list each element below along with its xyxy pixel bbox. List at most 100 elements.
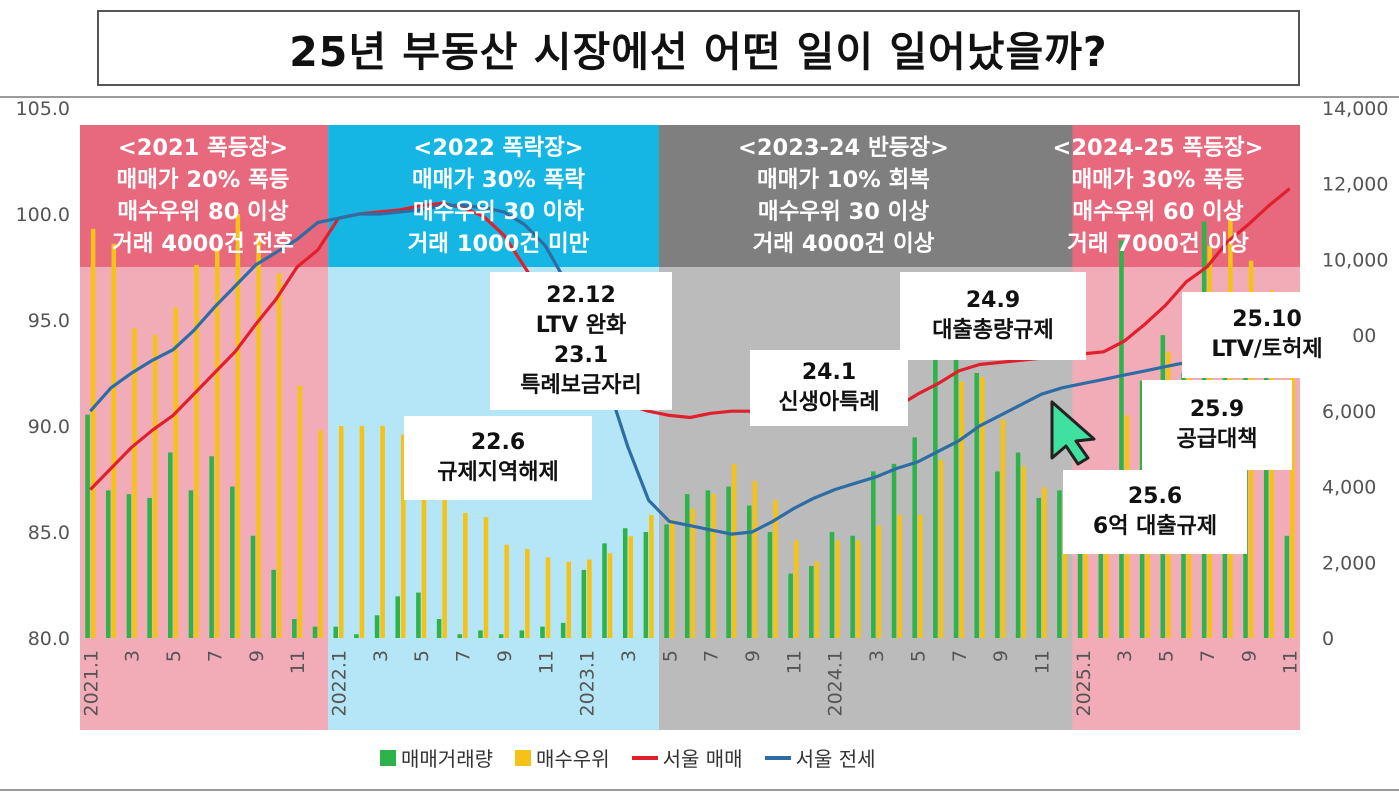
volume-bar — [333, 626, 338, 638]
legend-swatch-trade-volume — [380, 749, 396, 766]
period-2022-line-3: 거래 1000건 미만 — [407, 231, 590, 257]
buyer-index-bar — [773, 500, 778, 638]
period-2021-line-1: 매매가 20% 폭등 — [116, 167, 290, 193]
buyer-index-bar — [917, 515, 923, 638]
volume-bar — [1015, 452, 1021, 638]
callout-25-9-text: 공급대책 — [1176, 427, 1258, 452]
volume-bar — [105, 490, 111, 638]
volume-bar — [147, 497, 152, 638]
x-axis-tick: 5 — [907, 650, 929, 662]
x-axis-tick: 3 — [1114, 650, 1136, 662]
right-axis-tick: 12,000 — [1322, 174, 1388, 196]
x-axis-tick: 7 — [949, 650, 971, 662]
volume-bar — [746, 505, 752, 638]
volume-bar — [995, 471, 1000, 638]
buyer-index-bar — [525, 548, 530, 638]
buyer-index-bar — [256, 237, 261, 638]
x-axis-tick: 9 — [990, 650, 1012, 662]
callout-25-9: 25.9 공급대책 — [1142, 380, 1292, 470]
title-box: 25년 부동산 시장에선 어떤 일이 일어났을까? — [97, 10, 1300, 86]
volume-bar — [478, 630, 483, 638]
x-axis-tick: 5 — [163, 650, 185, 662]
x-axis-tick: 2023.1 — [577, 650, 599, 716]
buyer-index-bar — [504, 544, 509, 638]
buyer-index-bar — [752, 481, 758, 638]
volume-bar — [809, 566, 814, 638]
x-axis-tick: 11 — [1032, 650, 1054, 674]
x-axis-tick: 9 — [246, 650, 268, 662]
cursor-arrow-icon — [1050, 400, 1096, 466]
x-axis-tick: 11 — [783, 650, 805, 674]
period-2021-line-2: 매수우위 80 이상 — [117, 199, 289, 225]
volume-bar — [1098, 475, 1104, 638]
left-axis-tick: 100.0 — [16, 204, 70, 226]
volume-bar — [498, 634, 504, 638]
callout-23-1-date: 23.1 — [553, 343, 609, 368]
callout-25-10-text: LTV/토허제 — [1211, 337, 1323, 362]
volume-bar — [271, 569, 276, 638]
x-axis-tick: 3 — [866, 650, 888, 662]
buyer-index-bar — [1000, 419, 1006, 638]
buyer-index-bar — [359, 426, 365, 638]
buyer-index-bar — [194, 264, 199, 638]
volume-bar — [416, 592, 421, 638]
left-axis-tick: 80.0 — [28, 628, 70, 650]
period-2025-line-3: 거래 7000건 이상 — [1067, 231, 1249, 257]
period-2022-title: <2022 폭락장> — [413, 135, 584, 161]
buyer-index-bar — [235, 214, 241, 638]
buyer-index-bar — [835, 540, 840, 638]
buyer-index-bar — [876, 525, 882, 638]
buyer-index-bar — [152, 334, 158, 638]
period-header-2024-25: <2024-25 폭등장> 매매가 30% 폭등 매수우위 60 이상 거래 7… — [1016, 125, 1300, 267]
period-header-band — [1072, 125, 1300, 267]
buyer-index-bar — [111, 243, 117, 638]
volume-bar — [602, 543, 607, 638]
volume-bar — [1263, 316, 1269, 638]
buyer-index-bar — [1290, 315, 1295, 638]
legend-swatch-seoul-jeonse — [764, 755, 791, 760]
callout-22-6-text: 규제지역해제 — [437, 460, 559, 485]
volume-bar — [209, 456, 214, 638]
volume-bar — [519, 630, 525, 638]
legend-item-seoul-sale: 서울 매매 — [631, 743, 743, 772]
volume-bar — [1057, 490, 1062, 638]
period-2022-line-2: 매수우위 30 이하 — [412, 199, 585, 225]
period-header-band — [658, 125, 1073, 267]
callout-22-12-text: LTV 완화 — [535, 313, 627, 338]
callout-22-12-date: 22.12 — [546, 283, 616, 308]
legend-label-trade-volume: 매매거래량 — [401, 747, 493, 771]
right-axis-tick: 2,000 — [1322, 552, 1376, 574]
period-header-band — [328, 125, 659, 267]
x-axis-tick: 3 — [618, 650, 640, 662]
volume-bar — [354, 634, 359, 638]
legend-swatch-buyer-index — [515, 749, 531, 766]
volume-bar — [374, 615, 380, 638]
x-axis-tick: 11 — [287, 650, 309, 674]
buyer-index-bar — [566, 561, 571, 638]
callout-25-6-date: 25.6 — [1127, 484, 1183, 509]
volume-bar — [891, 463, 897, 638]
period-2025-line-2: 매수우위 60 이상 — [1072, 199, 1244, 225]
volume-bar — [664, 524, 669, 638]
volume-bar — [705, 490, 711, 638]
legend-label-seoul-jeonse: 서울 전세 — [795, 747, 876, 771]
buyer-index-bar — [297, 385, 303, 638]
right-axis-tick: 4,000 — [1322, 477, 1376, 499]
buyer-index-bar — [90, 228, 96, 638]
x-axis-tick: 9 — [1238, 650, 1260, 662]
callout-24-9-date: 24.9 — [965, 288, 1021, 313]
buyer-index-bar — [649, 515, 654, 638]
x-axis-tick: 5 — [1156, 650, 1178, 662]
buyer-index-bar — [483, 517, 489, 638]
callout-24-9-text: 대출총량규제 — [932, 318, 1054, 343]
volume-bar — [436, 619, 442, 638]
x-axis-tick: 9 — [742, 650, 764, 662]
volume-bar — [312, 626, 318, 638]
volume-bar — [912, 437, 917, 638]
period-2023-line-1: 매매가 10% 회복 — [756, 167, 931, 193]
legend-label-buyer-index: 매수우위 — [536, 747, 610, 771]
buyer-index-bar — [276, 273, 282, 638]
buyer-index-bar — [318, 430, 323, 638]
buyer-index-bar — [1021, 466, 1026, 638]
